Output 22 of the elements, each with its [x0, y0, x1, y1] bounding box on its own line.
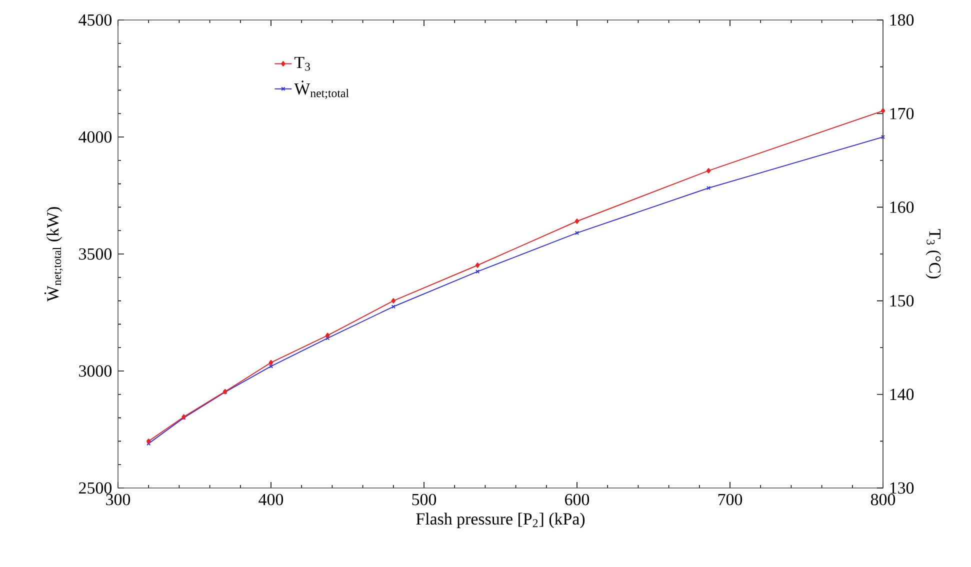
y-tick-label: 3500 — [79, 248, 112, 260]
y-axis-title: Ẇ$_{net;total}$ (kW) — [44, 207, 63, 302]
x-tick-label: 700 — [718, 494, 742, 506]
y2-tick-label: 160 — [890, 201, 914, 213]
x-tick-label: 400 — [258, 494, 284, 506]
y2-axis-title: T$_{3}$ (°C) — [926, 229, 942, 278]
y-tick-label: 2500 — [79, 482, 112, 494]
y2-tick-label: 170 — [890, 108, 914, 120]
y2-tick-label: 180 — [890, 14, 914, 26]
y2-tick-label: 130 — [890, 482, 914, 494]
y2-tick-label: 140 — [890, 388, 914, 400]
x-tick-label: 800 — [870, 494, 896, 506]
x-tick-label: 300 — [106, 494, 130, 506]
y-tick-label: 3000 — [79, 365, 112, 377]
y2-tick-label: 150 — [890, 295, 914, 307]
x-tick-label: 600 — [565, 494, 590, 506]
legend-label: Ẇ$_{net;total}$ — [294, 80, 349, 99]
y-tick-label: 4500 — [78, 14, 112, 26]
x-tick-label: 500 — [412, 494, 436, 506]
y-tick-label: 4000 — [78, 131, 112, 143]
legend-label: T$_{3}$ — [294, 56, 310, 71]
x-axis-title: Flash pressure [P$_{2}$] (kPa) — [416, 512, 585, 528]
